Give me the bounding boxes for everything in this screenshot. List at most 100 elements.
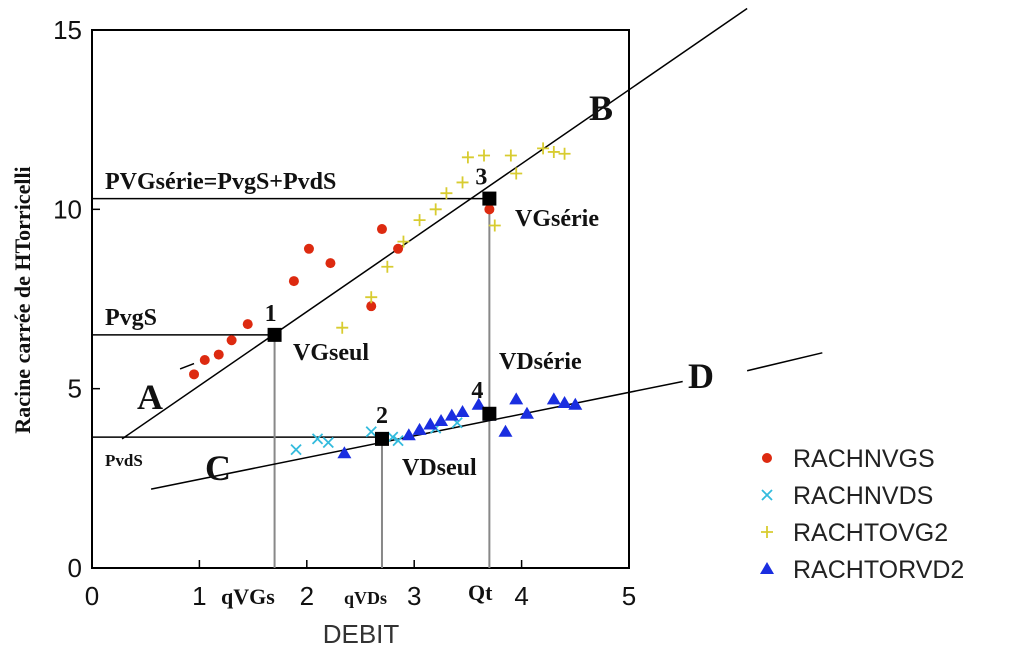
legend-marker-rachtovg2 xyxy=(761,526,773,538)
annotation-pvgserie: PVGsérie=PvgS+PvdS xyxy=(105,169,336,195)
x-tick-label: 4 xyxy=(514,581,528,611)
rachtorvd2-point xyxy=(546,392,561,405)
rachnvgs-point xyxy=(189,369,200,380)
annotation-qvds: qVDs xyxy=(344,588,387,608)
line-ab-tail xyxy=(179,362,195,370)
legend-label-rachtovg2: RACHTOVG2 xyxy=(793,519,948,547)
annotation-a: A xyxy=(137,377,163,417)
rachtovg2-point xyxy=(488,219,501,232)
rachnvgs-point xyxy=(484,204,495,215)
line-d-extra xyxy=(746,352,823,372)
rachtovg2-point xyxy=(381,260,394,273)
rachtorvd2-point xyxy=(401,428,416,441)
rachtorvd2-point xyxy=(519,406,534,419)
point-1-label: 1 xyxy=(265,301,277,327)
x-axis-title: DEBIT xyxy=(323,619,400,649)
fit-lines xyxy=(121,7,823,490)
rachtorvd2-point xyxy=(498,424,513,437)
rachtorvd2-point xyxy=(557,396,572,409)
rachnvgs-point xyxy=(288,276,299,287)
axis-ticks: 0 1 2 3 4 5 0 5 10 15 xyxy=(53,15,636,611)
annotation-vgseul: VGseul xyxy=(293,340,369,366)
rachnvds-point xyxy=(365,426,377,438)
rachtovg2-point xyxy=(478,149,491,162)
y-tick-label: 0 xyxy=(68,553,82,583)
point-2 xyxy=(374,431,389,446)
x-tick-label: 5 xyxy=(622,581,636,611)
key-points: 1 2 3 4 xyxy=(265,165,497,446)
annotation-pvds: PvdS xyxy=(105,451,143,470)
rachnvgs-point xyxy=(242,319,253,330)
plot-frame xyxy=(91,29,630,569)
rachnvgs-point xyxy=(226,335,237,346)
rachtovg2-point xyxy=(440,187,453,200)
legend-marker-rachnvds xyxy=(761,489,773,501)
annotation-pvgs: PvgS xyxy=(105,305,157,331)
point-4-label: 4 xyxy=(471,378,483,404)
rachnvgs-point xyxy=(303,243,314,254)
line-ab xyxy=(121,7,748,440)
point-3-label: 3 xyxy=(475,165,487,191)
x-tick-label: 1 xyxy=(192,581,206,611)
rachtorvd2-point xyxy=(434,413,449,426)
rachtovg2-point xyxy=(504,149,517,162)
rachtorvd2-point xyxy=(423,417,438,430)
data-points xyxy=(189,142,583,459)
rachtovg2-point xyxy=(510,167,523,180)
legend-marker-rachtorvd2 xyxy=(760,562,774,574)
x-tick-label: 0 xyxy=(85,581,99,611)
legend-marker-rachnvgs xyxy=(762,453,772,463)
annotation-vdserie: VDsérie xyxy=(499,349,582,375)
rachnvgs-point xyxy=(393,243,404,254)
y-tick-label: 15 xyxy=(53,15,82,45)
rachnvgs-point xyxy=(366,301,377,312)
y-tick-label: 5 xyxy=(68,374,82,404)
rachtorvd2-point xyxy=(412,422,427,435)
annotation-qt: Qt xyxy=(468,580,493,605)
rachtovg2-point xyxy=(336,321,349,334)
rachtovg2-point xyxy=(397,235,410,248)
annotation-vdseul: VDseul xyxy=(402,455,477,481)
rachtorvd2-point xyxy=(471,397,486,410)
rachtovg2-point xyxy=(547,145,560,158)
rachtovg2-point xyxy=(365,291,378,304)
rachnvds-point xyxy=(392,435,404,447)
legend-label-rachnvgs: RACHNVGS xyxy=(793,445,935,473)
rachtovg2-point xyxy=(461,151,474,164)
rachtorvd2-point xyxy=(337,446,352,459)
point-1 xyxy=(267,327,282,342)
rachtovg2-point xyxy=(558,147,571,160)
legend-label-rachtorvd2: RACHTORVD2 xyxy=(793,556,964,584)
annotation-qvgs: qVGs xyxy=(221,584,275,609)
rachnvds-point xyxy=(387,431,399,443)
y-axis-title: Racine carrée de HTorricelli xyxy=(10,166,35,433)
rachtorvd2-point xyxy=(444,408,459,421)
annotation-d: D xyxy=(688,356,714,396)
rachtovg2-point xyxy=(413,214,426,227)
rachnvds-point xyxy=(311,433,324,445)
annotation-vgserie: VGsérie xyxy=(515,206,599,232)
legend: RACHNVGS RACHNVDS RACHTOVG2 RACHTORVD2 xyxy=(760,445,964,584)
annotation-c: C xyxy=(205,448,231,488)
rachnvds-point xyxy=(322,436,334,449)
x-tick-label: 3 xyxy=(407,581,421,611)
rachtovg2-point xyxy=(429,203,442,216)
rachnvgs-point xyxy=(213,349,224,360)
rachnvds-point xyxy=(290,444,302,456)
line-cd xyxy=(150,380,683,490)
point-2-label: 2 xyxy=(376,403,388,429)
point-3 xyxy=(482,191,497,206)
rachtorvd2-point xyxy=(509,392,524,405)
rachtorvd2-point xyxy=(568,397,583,410)
reference-lines xyxy=(92,197,491,568)
rachnvgs-point xyxy=(376,224,387,235)
rachtorvd2-point xyxy=(455,404,470,417)
rachnvgs-point xyxy=(199,354,210,365)
annotation-b: B xyxy=(589,88,613,128)
x-tick-label: 2 xyxy=(300,581,314,611)
rachtovg2-point xyxy=(456,176,469,189)
point-4 xyxy=(482,406,497,421)
rachnvgs-point xyxy=(325,258,336,269)
rachtovg2-point xyxy=(537,142,550,155)
